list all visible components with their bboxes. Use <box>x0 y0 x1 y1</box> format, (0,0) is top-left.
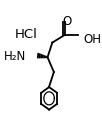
Text: O: O <box>62 15 72 28</box>
Text: OH: OH <box>84 33 101 46</box>
Text: H₂N: H₂N <box>4 50 27 63</box>
Text: HCl: HCl <box>15 28 38 41</box>
